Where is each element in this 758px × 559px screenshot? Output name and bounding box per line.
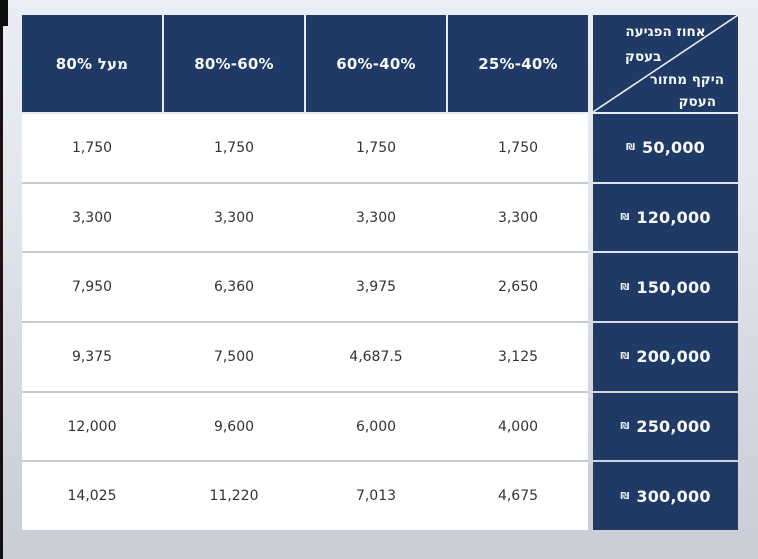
turnover-amount: 300,000 [636, 486, 711, 506]
value-cell-r4-c1: 9,600 [213, 418, 255, 435]
table-row-0: 1,750 1,750 1,750 1,750 [22, 114, 588, 182]
corner-label-turnover-line2: העסק [678, 94, 716, 110]
shekel-currency-symbol: ₪ [620, 490, 630, 502]
value-cell-r5-c2: 7,013 [355, 488, 397, 505]
value-cell-r5-c3: 4,675 [497, 488, 539, 505]
column-header-0: מעל 80% [22, 15, 162, 112]
shekel-currency-symbol: ₪ [620, 421, 630, 433]
value-cell-r3-c0: 9,375 [71, 348, 113, 365]
row-header-column: אחוז הפגיעה בעסק היקף מחזור העסק ₪ 50,000… [593, 15, 738, 531]
shekel-currency-symbol: ₪ [620, 351, 630, 363]
value-cell-r5-c0: 14,025 [67, 488, 117, 505]
turnover-amount: 120,000 [636, 208, 711, 227]
value-cell-r1-c1: 3,300 [213, 209, 255, 226]
turnover-amount: 50,000 [642, 138, 705, 158]
compensation-table: מעל 80% 60%-80% 40%-60% 40%-25% 1,750 1,750 1… [22, 15, 738, 531]
value-cell-r3-c3: 3,125 [497, 348, 539, 365]
turnover-amount: 200,000 [636, 347, 711, 367]
table-row-5: 14,025 11,220 7,013 4,675 [22, 460, 588, 530]
row-header-0: ₪ 50,000 [593, 114, 738, 182]
screen-left-edge-artifact [0, 0, 3, 559]
diagonal-divider-line [593, 15, 738, 112]
value-cell-r1-c0: 3,300 [71, 209, 113, 226]
value-cell-r0-c2: 1,750 [355, 139, 397, 156]
value-cell-r2-c2: 3,975 [355, 279, 397, 296]
value-cell-r4-c2: 6,000 [355, 418, 397, 435]
corner-label-damage-line1: אחוז הפגיעה [625, 24, 706, 40]
row-header-1: ₪ 120,000 [593, 183, 738, 252]
value-cell-r3-c2: 4,687.5 [349, 348, 403, 365]
turnover-amount: 150,000 [636, 277, 711, 297]
turnover-amount: 250,000 [636, 417, 711, 437]
column-header-1: 60%-80% [164, 15, 304, 112]
column-header-3: 40%-25% [448, 15, 588, 112]
row-header-3: ₪ 200,000 [593, 323, 738, 391]
screen-corner-artifact [0, 0, 8, 26]
value-cell-r2-c1: 6,360 [213, 279, 255, 296]
value-cell-r0-c3: 1,750 [497, 139, 539, 156]
data-grid: 1,750 1,750 1,750 1,750 3,300 3,300 3,300 3,300… [22, 114, 588, 530]
value-cell-r2-c3: 2,650 [497, 279, 539, 296]
column-header-2: 40%-60% [306, 15, 446, 112]
shekel-currency-symbol: ₪ [626, 142, 636, 154]
value-cell-r4-c3: 4,000 [497, 418, 539, 435]
shekel-currency-symbol: ₪ [620, 212, 630, 223]
corner-header-cell: אחוז הפגיעה בעסק היקף מחזור העסק [593, 15, 738, 112]
value-cell-r0-c1: 1,750 [213, 139, 255, 156]
value-cell-r0-c0: 1,750 [71, 139, 113, 156]
value-cell-r5-c1: 11,220 [209, 488, 259, 505]
table-row-2: 7,950 6,360 3,975 2,650 [22, 251, 588, 321]
table-row-3: 9,375 7,500 4,687.5 3,125 [22, 321, 588, 391]
row-header-5: ₪ 300,000 [593, 462, 738, 531]
shekel-currency-symbol: ₪ [620, 281, 630, 293]
table-row-4: 12,000 9,600 6,000 4,000 [22, 390, 588, 461]
column-header-row: מעל 80% 60%-80% 40%-60% 40%-25% [22, 15, 588, 112]
value-cell-r4-c0: 12,000 [67, 418, 117, 435]
value-cell-r2-c0: 7,950 [71, 279, 113, 296]
value-cell-r3-c1: 7,500 [213, 348, 255, 365]
row-header-4: ₪ 250,000 [593, 392, 738, 461]
value-cell-r1-c2: 3,300 [355, 209, 397, 226]
corner-label-turnover-line1: היקף מחזור [649, 72, 724, 88]
row-header-2: ₪ 150,000 [593, 253, 738, 322]
value-cell-r1-c3: 3,300 [497, 209, 539, 226]
table-row-1: 3,300 3,300 3,300 3,300 [22, 181, 588, 252]
corner-label-damage-line2: בעסק [625, 49, 662, 65]
